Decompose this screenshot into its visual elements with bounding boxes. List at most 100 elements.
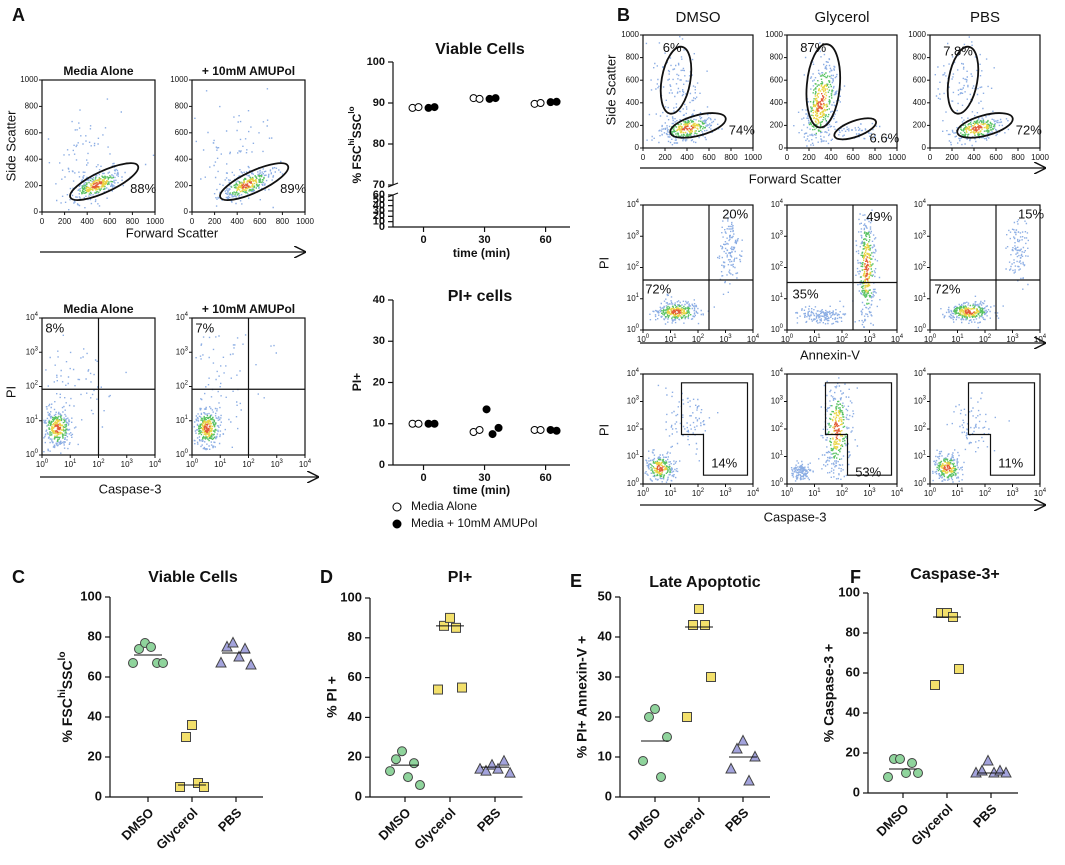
tick-label: 400	[231, 217, 245, 226]
tick-base: 10	[924, 489, 933, 498]
y-tick-label: 40	[598, 628, 612, 643]
tick-base: 10	[26, 347, 35, 356]
tick-label: 104	[627, 368, 640, 379]
y-tick-label: 0	[95, 788, 102, 803]
tick-exp: 0	[636, 478, 640, 484]
tick-label: 102	[914, 261, 927, 272]
tick-exp: 3	[728, 488, 732, 494]
data-point	[175, 782, 185, 792]
tick-base: 10	[771, 200, 780, 209]
y-tick-label: 100	[80, 588, 102, 603]
tick-label: 101	[664, 334, 677, 345]
x-tick-label: Glycerol	[660, 805, 707, 852]
tick-exp: 1	[35, 414, 39, 420]
tick-label: 104	[771, 199, 784, 210]
data-point	[480, 764, 492, 776]
tick-label: 400	[824, 153, 838, 162]
tick-label: 800	[868, 153, 882, 162]
tick-exp: 1	[960, 334, 964, 340]
tick-label: 100	[26, 449, 39, 460]
tick-label: 104	[26, 312, 39, 323]
tick-label: 100	[914, 324, 927, 335]
tick-base: 10	[64, 460, 73, 469]
y-tick-label: 80	[88, 628, 102, 643]
plot-frame	[929, 34, 1041, 149]
tick-label: 104	[1034, 334, 1047, 345]
tick-exp: 2	[988, 488, 992, 494]
x-axis-label: Caspase-3	[99, 481, 162, 496]
x-tick-label: PBS	[722, 805, 752, 835]
tick-label: 103	[627, 230, 640, 241]
gate	[824, 382, 893, 476]
tick-label: 600	[989, 153, 1003, 162]
tick-label: 400	[626, 98, 640, 107]
tick-label: 101	[64, 459, 77, 470]
gate-percent: 6.6%	[870, 130, 900, 145]
panel-letter: A	[12, 5, 25, 25]
tick-label: 600	[253, 217, 267, 226]
tick-label: 0	[928, 153, 933, 162]
tick-exp: 3	[636, 230, 640, 236]
legend-label: Media Alone	[411, 499, 477, 513]
data-point	[215, 656, 227, 668]
tick-exp: 1	[223, 459, 227, 465]
tick-base: 10	[242, 460, 251, 469]
x-tick-label: DMSO	[625, 805, 663, 843]
tick-label: 102	[836, 334, 849, 345]
data-point	[227, 636, 239, 648]
tick-label: 200	[658, 153, 672, 162]
tick-label: 100	[924, 334, 937, 345]
gate	[69, 162, 140, 201]
tick-exp: 2	[845, 334, 849, 340]
tick-base: 10	[914, 200, 923, 209]
data-point	[552, 97, 561, 106]
tick-base: 10	[176, 313, 185, 322]
gate-percent: 72%	[934, 281, 960, 296]
tick-base: 10	[951, 335, 960, 344]
data-point	[700, 620, 710, 630]
tick-exp: 2	[636, 423, 640, 429]
y-tick-label: 70	[373, 179, 385, 191]
tick-label: 100	[176, 449, 189, 460]
y-label-part: SSC	[59, 660, 75, 689]
event-density	[816, 93, 825, 112]
tick-label: 102	[771, 423, 784, 434]
data-point	[737, 734, 749, 746]
tick-label: 102	[627, 423, 640, 434]
tick-exp: 1	[960, 488, 964, 494]
tick-base: 10	[863, 489, 872, 498]
tick-exp: 4	[923, 368, 927, 374]
tick-label: 0	[40, 217, 45, 226]
event-density	[43, 334, 127, 454]
tick-label: 102	[242, 459, 255, 470]
tick-base: 10	[121, 460, 130, 469]
data-point	[491, 94, 500, 103]
data-point	[474, 762, 486, 774]
panel-letter: E	[570, 571, 582, 591]
tick-label: 103	[271, 459, 284, 470]
tick-exp: 3	[923, 230, 927, 236]
tick-label: 104	[914, 199, 927, 210]
tick-label: 101	[26, 414, 39, 425]
chart-title: Late Apoptotic	[649, 574, 761, 591]
tick-base: 10	[914, 325, 923, 334]
tick-exp: 2	[780, 261, 784, 267]
tick-exp: 3	[1015, 334, 1019, 340]
data-point	[128, 658, 138, 668]
tick-exp: 0	[780, 478, 784, 484]
event-density	[671, 309, 682, 315]
tick-label: 101	[808, 488, 821, 499]
event-density	[812, 84, 828, 125]
tick-exp: 2	[185, 380, 189, 386]
x-tick-label: DMSO	[118, 805, 156, 843]
tick-exp: 1	[780, 450, 784, 456]
tick-label: 1000	[146, 217, 164, 226]
tick-exp: 1	[817, 334, 821, 340]
tick-exp: 3	[872, 488, 876, 494]
tick-label: 600	[25, 128, 39, 137]
y-tick-label: 100	[367, 56, 385, 68]
tick-exp: 2	[701, 488, 705, 494]
y-tick-label: 0	[605, 788, 612, 803]
tick-label: 100	[36, 459, 49, 470]
tick-label: 104	[747, 334, 760, 345]
